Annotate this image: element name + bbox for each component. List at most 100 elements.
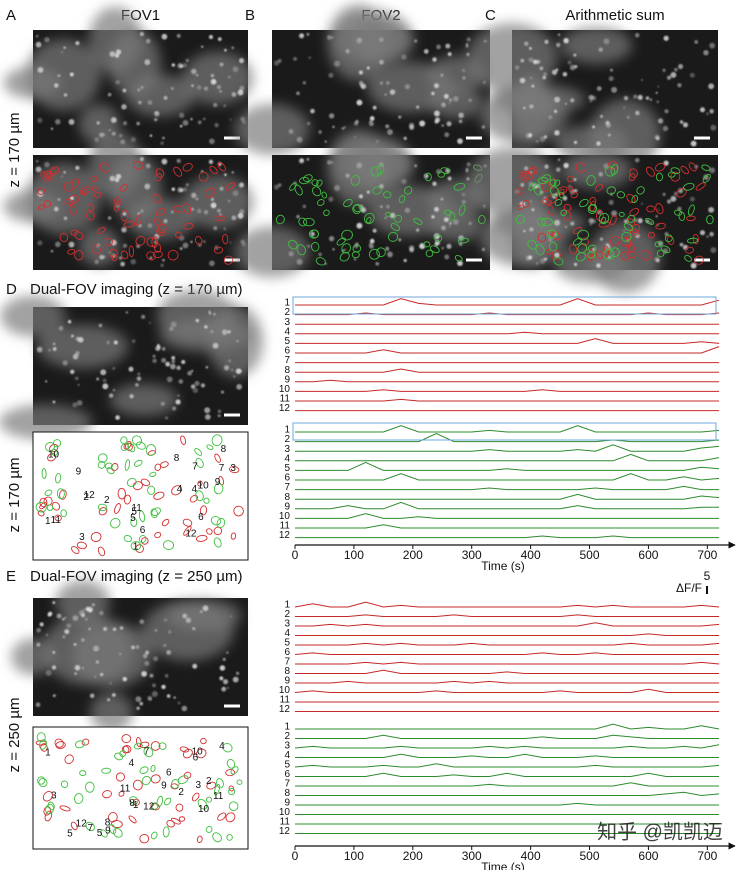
- micrograph: [466, 22, 718, 171]
- roi-outline: [97, 453, 108, 463]
- cell: [165, 416, 169, 420]
- cell: [217, 414, 221, 418]
- cell: [213, 103, 218, 108]
- roi-outline: [71, 546, 80, 554]
- cell: [356, 37, 363, 44]
- trace: [294, 688, 720, 693]
- cell: [75, 376, 79, 381]
- roi-outline: [124, 459, 130, 471]
- cell: [76, 400, 83, 406]
- roi-outline: [575, 252, 586, 262]
- cell: [525, 255, 532, 261]
- roi-outline: [296, 244, 306, 256]
- roi-outline: [226, 758, 236, 769]
- roi-outline: [97, 503, 108, 512]
- cell: [88, 609, 92, 613]
- cell: [231, 92, 237, 97]
- trace-label: 4: [284, 628, 290, 639]
- roi-outline: [79, 770, 87, 777]
- cell: [318, 130, 322, 134]
- roi-outline: [458, 204, 466, 216]
- cell: [465, 169, 469, 173]
- cell: [140, 85, 144, 89]
- cell: [353, 121, 359, 126]
- roi-outline: [135, 235, 146, 246]
- roi-outline: [111, 820, 123, 829]
- cell: [181, 359, 186, 364]
- cell: [328, 196, 334, 202]
- cell: [554, 96, 561, 103]
- cell: [113, 340, 118, 345]
- roi-outline: [204, 187, 216, 198]
- cell: [239, 85, 245, 91]
- roi-outline: [35, 502, 47, 513]
- cell: [161, 158, 168, 165]
- cell: [89, 693, 95, 698]
- cell: [462, 200, 466, 204]
- panel-label: E: [6, 568, 16, 585]
- trace-label: 7: [284, 779, 290, 790]
- cell: [226, 686, 230, 690]
- cell: [353, 258, 357, 261]
- cell: [574, 189, 578, 193]
- roi-outline: [60, 780, 69, 788]
- cell: [596, 86, 602, 92]
- cell: [64, 616, 67, 619]
- roi-outline: [114, 503, 121, 514]
- cell: [523, 229, 526, 233]
- cell: [562, 71, 568, 77]
- roi-outline: [321, 191, 328, 199]
- cell: [446, 121, 452, 127]
- cell: [109, 51, 116, 57]
- cell: [401, 178, 407, 185]
- cell: [210, 78, 217, 85]
- roi-outline: [177, 775, 189, 785]
- cell: [468, 221, 472, 226]
- cell: [398, 115, 402, 119]
- roi-outline: [211, 434, 223, 446]
- roi-number: 12: [84, 490, 96, 501]
- roi-outline: [49, 443, 59, 453]
- cell: [190, 384, 196, 389]
- cell: [664, 109, 669, 114]
- cell: [151, 691, 158, 698]
- cell: [237, 212, 244, 219]
- cell: [635, 33, 640, 38]
- roi-outline: [173, 205, 183, 213]
- cell: [48, 349, 51, 352]
- cell: [161, 684, 166, 690]
- roi-outline: [579, 198, 589, 208]
- roi-outline: [587, 204, 597, 214]
- cell: [299, 158, 304, 163]
- roi-outline: [154, 463, 162, 472]
- tissue-region: [55, 580, 111, 624]
- trace-label: 8: [284, 492, 290, 503]
- cell: [173, 696, 176, 699]
- roi-outline: [339, 252, 350, 262]
- trace-label: 5: [284, 638, 290, 649]
- cell: [52, 601, 56, 604]
- cell: [135, 645, 140, 649]
- cell: [153, 656, 159, 662]
- cell: [591, 218, 597, 224]
- cell: [302, 204, 306, 209]
- cell: [564, 102, 567, 105]
- roi-outline: [609, 235, 620, 246]
- x-tick-label: 600: [638, 548, 658, 562]
- cell: [448, 102, 451, 105]
- cell: [710, 247, 717, 253]
- cell: [99, 610, 104, 616]
- cell: [706, 235, 709, 238]
- cell: [228, 199, 231, 203]
- cell: [592, 125, 595, 129]
- roi-outline: [63, 181, 74, 192]
- roi-number: 7: [192, 462, 198, 473]
- roi-outline: [570, 191, 578, 199]
- roi-outline: [100, 829, 108, 838]
- roi-outline: [136, 737, 142, 748]
- trace-label: 12: [279, 530, 291, 541]
- roi-outline: [316, 179, 323, 187]
- cell: [61, 175, 64, 178]
- trace-label: 9: [284, 374, 290, 385]
- roi-outline: [225, 812, 236, 823]
